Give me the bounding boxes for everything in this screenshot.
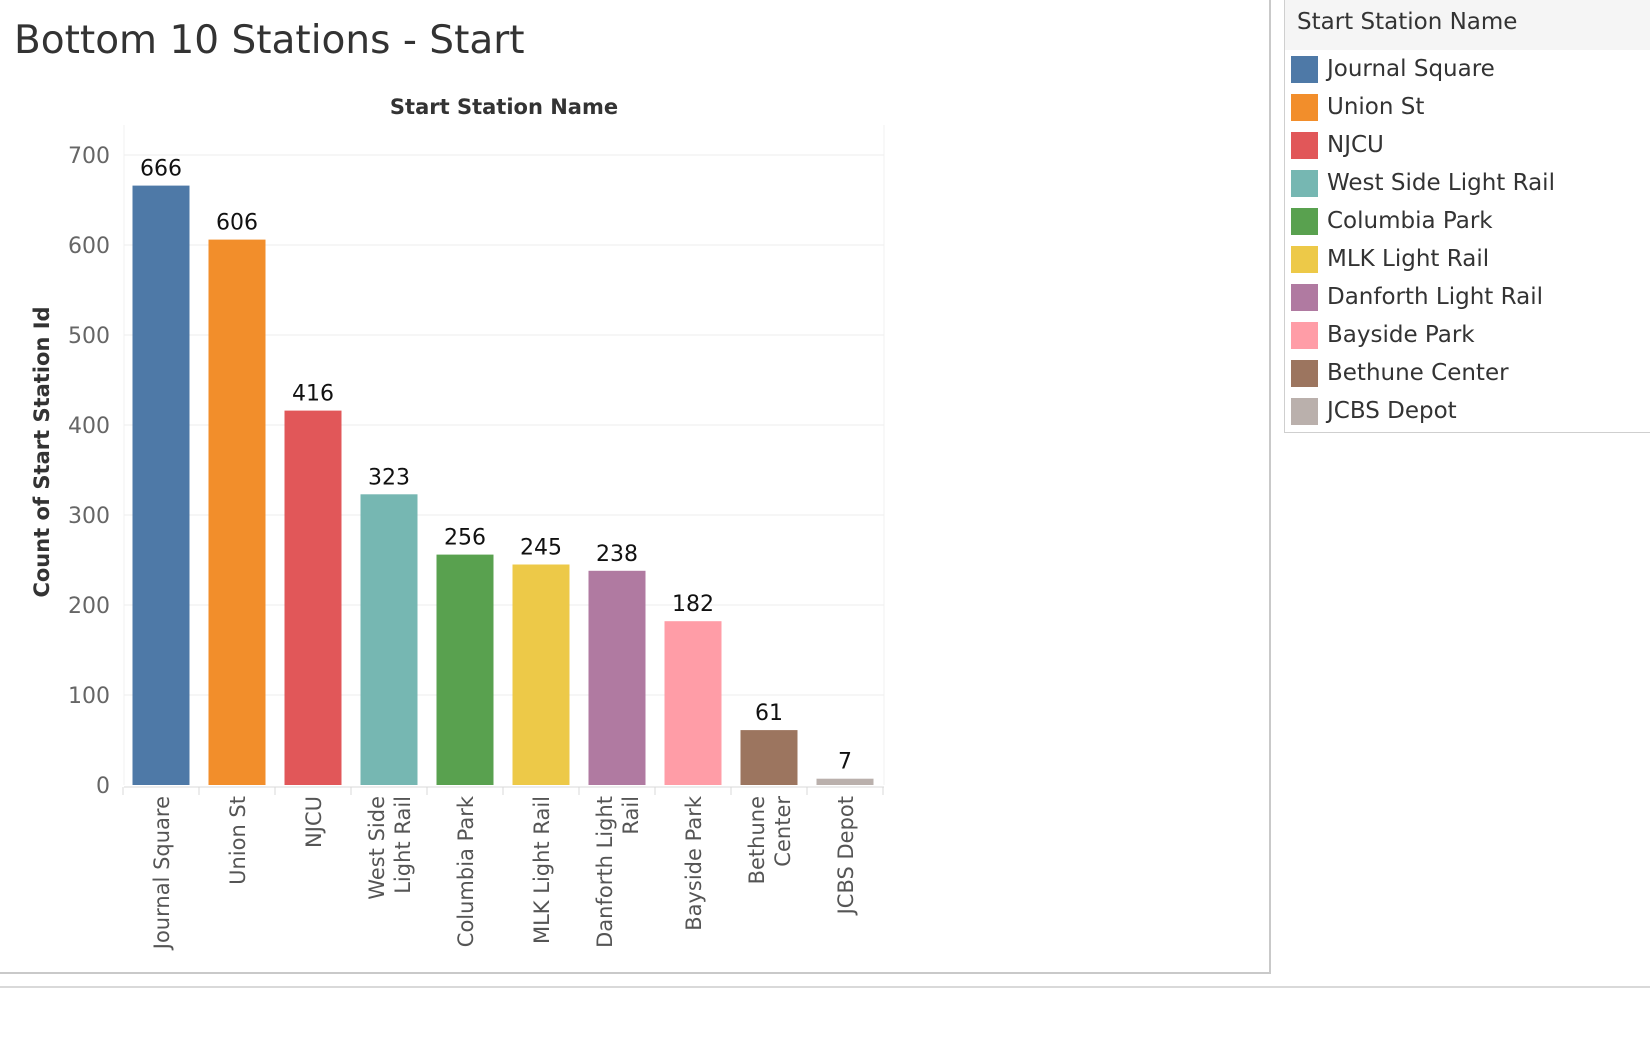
y-tick-label: 200: [68, 594, 110, 619]
y-tick-label: 300: [68, 504, 110, 529]
legend-item[interactable]: NJCU: [1285, 126, 1650, 164]
legend-items: Journal Square Union St NJCU West Side Ligh…: [1285, 50, 1650, 430]
page-title: Bottom 10 Stations - Start: [14, 18, 525, 63]
bar-value-label: 245: [520, 536, 562, 561]
bar-9: [816, 778, 874, 785]
legend-item[interactable]: Bayside Park: [1285, 316, 1650, 354]
x-tick-label: Danforth Light: [593, 796, 617, 948]
x-tick-label: Bethune: [745, 796, 769, 884]
legend-item[interactable]: JCBS Depot: [1285, 392, 1650, 430]
y-tick-label: 100: [68, 684, 110, 709]
x-tick-label: Union St: [226, 796, 250, 885]
legend-item[interactable]: Journal Square: [1285, 50, 1650, 88]
x-tick-label: Rail: [619, 796, 643, 835]
x-tick-label: Bayside Park: [682, 795, 706, 931]
legend-label: Bayside Park: [1327, 322, 1475, 348]
x-tick-label: NJCU: [302, 796, 326, 848]
y-tick-label: 600: [68, 234, 110, 259]
bar-6: [588, 570, 646, 785]
bar-value-label: 606: [216, 211, 258, 236]
legend-item[interactable]: Bethune Center: [1285, 354, 1650, 392]
legend-swatch: [1291, 55, 1318, 83]
x-tick-label: West Side: [365, 796, 389, 900]
legend-label: Union St: [1327, 94, 1425, 120]
legend-label: Columbia Park: [1327, 208, 1493, 234]
bar-chart: Start Station Name Count of Start Station…: [30, 95, 885, 951]
legend-label: Journal Square: [1327, 56, 1495, 82]
legend-swatch: [1291, 169, 1318, 197]
sheet-border-right: [1269, 0, 1271, 972]
bar-8: [740, 730, 798, 785]
y-tick-label: 400: [68, 414, 110, 439]
legend-swatch: [1291, 397, 1318, 425]
legend-item[interactable]: Union St: [1285, 88, 1650, 126]
legend-item[interactable]: Danforth Light Rail: [1285, 278, 1650, 316]
bar-2: [284, 410, 342, 785]
bar-value-label: 256: [444, 526, 486, 551]
legend-swatch: [1291, 283, 1318, 311]
bar-value-label: 666: [140, 157, 182, 182]
legend-swatch: [1291, 245, 1318, 273]
x-tick-label: MLK Light Rail: [530, 796, 554, 944]
legend-label: MLK Light Rail: [1327, 246, 1490, 272]
legend-swatch: [1291, 207, 1318, 235]
bar-value-label: 7: [838, 750, 852, 775]
legend-label: Bethune Center: [1327, 360, 1509, 386]
legend-title: Start Station Name: [1285, 0, 1650, 50]
y-tick-label: 0: [96, 774, 110, 799]
bottom-strip: [0, 986, 1650, 988]
bar-value-label: 416: [292, 382, 334, 407]
legend-label: West Side Light Rail: [1327, 170, 1555, 196]
legend-label: JCBS Depot: [1327, 398, 1457, 424]
bar-4: [436, 554, 494, 785]
bar-value-label: 61: [755, 701, 783, 726]
bar-value-label: 182: [672, 592, 714, 617]
y-axis-title: Count of Start Station Id: [30, 306, 54, 597]
bar-value-label: 323: [368, 465, 410, 490]
x-tick-label: Columbia Park: [454, 795, 478, 947]
chart-header: Start Station Name: [390, 95, 618, 119]
bar-5: [512, 564, 570, 785]
legend-item[interactable]: Columbia Park: [1285, 202, 1650, 240]
legend-label: NJCU: [1327, 132, 1384, 158]
legend-swatch: [1291, 131, 1318, 159]
y-tick-label: 700: [68, 144, 110, 169]
bar-value-label: 238: [596, 542, 638, 567]
legend-swatch: [1291, 321, 1318, 349]
legend-swatch: [1291, 359, 1318, 387]
x-tick-label: Light Rail: [391, 796, 415, 894]
bar-1: [208, 239, 266, 786]
bar-3: [360, 494, 418, 785]
legend-item[interactable]: West Side Light Rail: [1285, 164, 1650, 202]
bar-7: [664, 621, 722, 785]
sheet-border-bottom: [0, 972, 1271, 974]
legend-swatch: [1291, 93, 1318, 121]
legend-label: Danforth Light Rail: [1327, 284, 1543, 310]
x-tick-label: Center: [771, 796, 795, 867]
bar-0: [132, 185, 190, 786]
color-legend: Start Station Name Journal Square Union S…: [1284, 0, 1650, 433]
x-tick-label: JCBS Depot: [834, 796, 858, 916]
y-tick-label: 500: [68, 324, 110, 349]
x-tick-label: Journal Square: [150, 796, 174, 951]
legend-item[interactable]: MLK Light Rail: [1285, 240, 1650, 278]
